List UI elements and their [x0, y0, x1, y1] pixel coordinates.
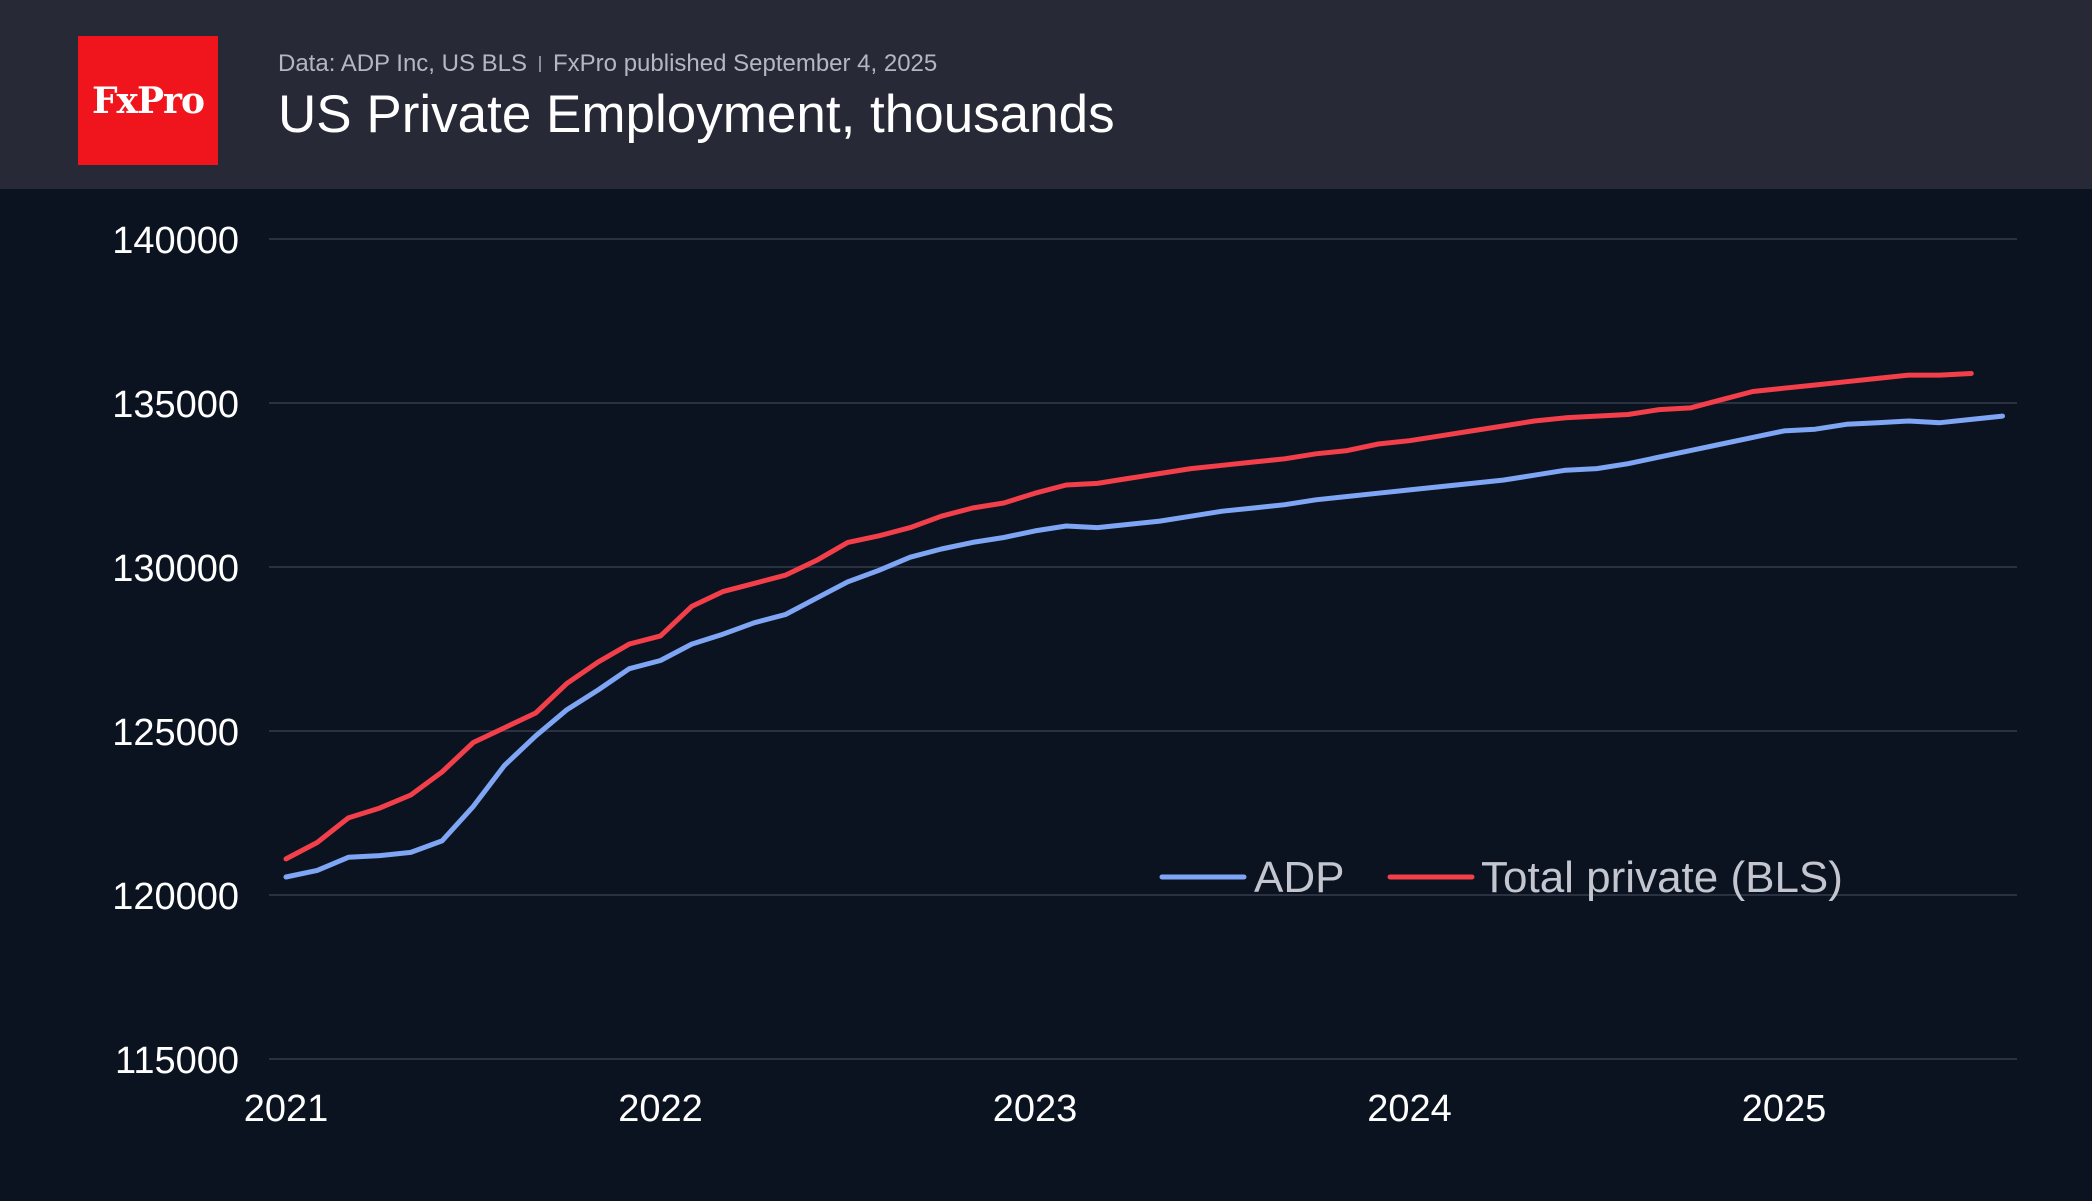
x-tick-label-2023: 2023: [993, 1088, 1078, 1130]
x-tick-label-2024: 2024: [1367, 1088, 1452, 1130]
publisher-note: FxPro published September 4, 2025: [553, 50, 938, 77]
source-line: Data: ADP Inc, US BLS FxPro published Se…: [278, 50, 937, 78]
fxpro-logo: FxPro: [78, 36, 218, 165]
series-line-bls: [283, 371, 1974, 862]
legend-label-adp: ADP: [1254, 853, 1344, 902]
x-tick-label-2025: 2025: [1742, 1088, 1827, 1130]
data-source: Data: ADP Inc, US BLS: [278, 50, 528, 77]
header-bar: FxPro Data: ADP Inc, US BLS FxPro publis…: [0, 0, 2092, 189]
chart-title: US Private Employment, thousands: [278, 85, 1115, 144]
y-tick-label-115000: 115000: [115, 1040, 239, 1082]
series-lines: [283, 371, 2005, 880]
y-axis-ticks: 115000 120000 125000 130000 135000 140000: [112, 220, 239, 1082]
y-tick-label-130000: 130000: [112, 548, 239, 590]
x-tick-label-2021: 2021: [244, 1088, 329, 1130]
x-axis-ticks: 2021 2022 2023 2024 2025: [244, 1088, 1827, 1130]
y-tick-label-120000: 120000: [112, 876, 239, 918]
line-chart: 115000 120000 125000 130000 135000 140000 202…: [112, 220, 2017, 1130]
legend: ADP Total private (BLS): [1159, 853, 1843, 902]
logo-text: FxPro: [91, 79, 205, 122]
separator: [539, 56, 542, 72]
legend-label-bls: Total private (BLS): [1481, 853, 1843, 902]
gridlines: [269, 238, 2017, 1060]
x-tick-label-2022: 2022: [618, 1088, 703, 1130]
chart-area: 115000 120000 125000 130000 135000 140000 202…: [0, 189, 2092, 1196]
series-line-adp: [283, 413, 2005, 880]
y-tick-label-140000: 140000: [112, 220, 239, 262]
y-tick-label-125000: 125000: [112, 712, 239, 754]
y-tick-label-135000: 135000: [112, 384, 239, 426]
